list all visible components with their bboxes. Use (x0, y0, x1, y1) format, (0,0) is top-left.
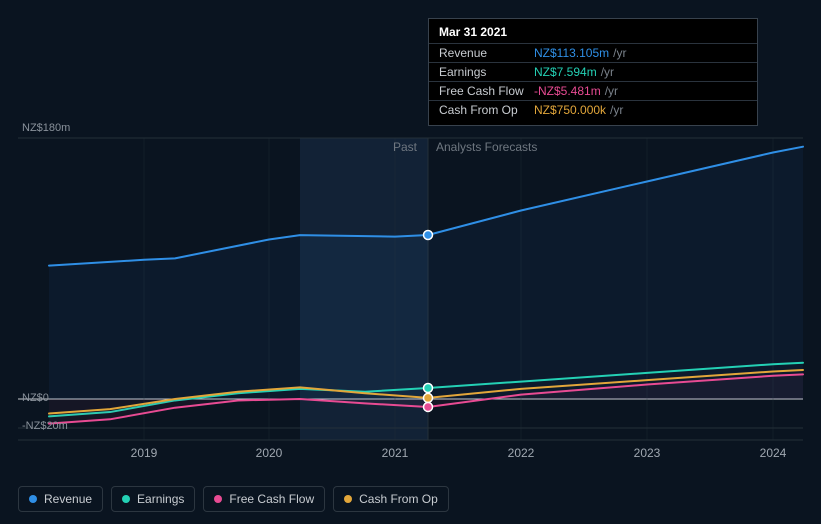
chart-legend: Revenue Earnings Free Cash Flow Cash From O… (18, 486, 449, 512)
x-axis-year: 2020 (256, 446, 283, 460)
tooltip-label: Earnings (439, 65, 534, 79)
legend-item-free-cash-flow[interactable]: Free Cash Flow (203, 486, 325, 512)
tooltip-label: Revenue (439, 46, 534, 60)
legend-dot (344, 495, 352, 503)
y-axis-zero-label: NZ$0 (22, 392, 49, 404)
tooltip-value: NZ$750.000k (534, 103, 606, 117)
legend-dot (29, 495, 37, 503)
tooltip-row: EarningsNZ$7.594m/yr (429, 62, 757, 81)
tooltip-unit: /yr (601, 65, 614, 79)
tooltip-unit: /yr (613, 46, 626, 60)
tooltip-value: NZ$113.105m (534, 46, 609, 60)
legend-dot (122, 495, 130, 503)
forecast-section-label: Analysts Forecasts (436, 140, 537, 154)
tooltip-unit: /yr (605, 84, 618, 98)
legend-item-earnings[interactable]: Earnings (111, 486, 195, 512)
financial-chart: NZ$180m NZ$0 -NZ$20m Past Analysts Forec… (0, 0, 821, 524)
tooltip-unit: /yr (610, 103, 623, 117)
legend-label: Revenue (44, 492, 92, 506)
tooltip-value: -NZ$5.481m (534, 84, 601, 98)
tooltip-date: Mar 31 2021 (429, 25, 757, 43)
tooltip-row: RevenueNZ$113.105m/yr (429, 43, 757, 62)
legend-dot (214, 495, 222, 503)
legend-label: Cash From Op (359, 492, 438, 506)
tooltip-label: Free Cash Flow (439, 84, 534, 98)
legend-item-cash-from-op[interactable]: Cash From Op (333, 486, 449, 512)
x-axis-year: 2022 (508, 446, 535, 460)
x-axis-year: 2024 (760, 446, 787, 460)
legend-label: Earnings (137, 492, 184, 506)
x-axis-year: 2023 (634, 446, 661, 460)
chart-tooltip: Mar 31 2021 RevenueNZ$113.105m/yrEarning… (428, 18, 758, 126)
x-axis-year: 2019 (131, 446, 158, 460)
tooltip-value: NZ$7.594m (534, 65, 597, 79)
tooltip-row: Cash From OpNZ$750.000k/yr (429, 100, 757, 119)
x-axis-year: 2021 (382, 446, 409, 460)
legend-label: Free Cash Flow (229, 492, 314, 506)
y-axis-max-label: NZ$180m (22, 122, 70, 134)
tooltip-row: Free Cash Flow-NZ$5.481m/yr (429, 81, 757, 100)
tooltip-label: Cash From Op (439, 103, 534, 117)
legend-item-revenue[interactable]: Revenue (18, 486, 103, 512)
y-axis-neg-label: -NZ$20m (22, 420, 68, 432)
past-section-label: Past (393, 140, 417, 154)
